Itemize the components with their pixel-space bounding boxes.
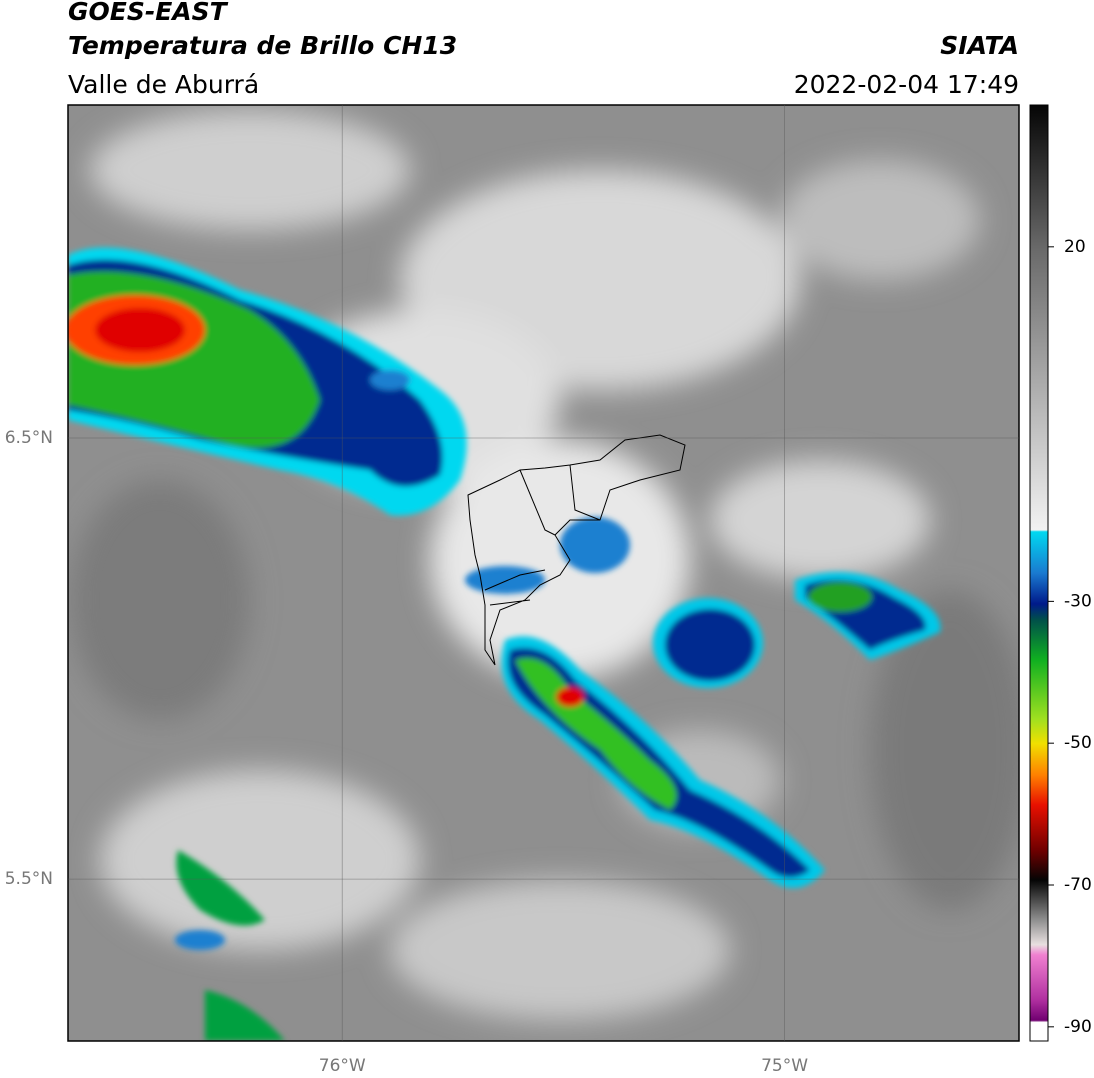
colorbar-label: -90 bbox=[1064, 1017, 1092, 1037]
region: Valle de Aburrá bbox=[68, 70, 259, 99]
colorbar-label: 20 bbox=[1064, 237, 1086, 257]
map-frame bbox=[67, 104, 1020, 1042]
title: GOES-EAST bbox=[68, 0, 229, 26]
datetime: 2022-02-04 17:49 bbox=[794, 70, 1019, 99]
colorbar-label: -50 bbox=[1064, 733, 1092, 753]
subtitle: Temperatura de Brillo CH13 bbox=[68, 31, 457, 60]
satellite-image bbox=[68, 105, 1019, 1041]
lat-label: 6.5°N bbox=[5, 428, 53, 448]
colorbar bbox=[1029, 104, 1049, 1042]
colorbar-label: -30 bbox=[1064, 591, 1092, 611]
lat-label: 5.5°N bbox=[5, 869, 53, 889]
agency: SIATA bbox=[940, 31, 1019, 60]
colorbar-label: -70 bbox=[1064, 875, 1092, 895]
lon-label: 76°W bbox=[319, 1056, 366, 1076]
lon-label: 75°W bbox=[761, 1056, 808, 1076]
